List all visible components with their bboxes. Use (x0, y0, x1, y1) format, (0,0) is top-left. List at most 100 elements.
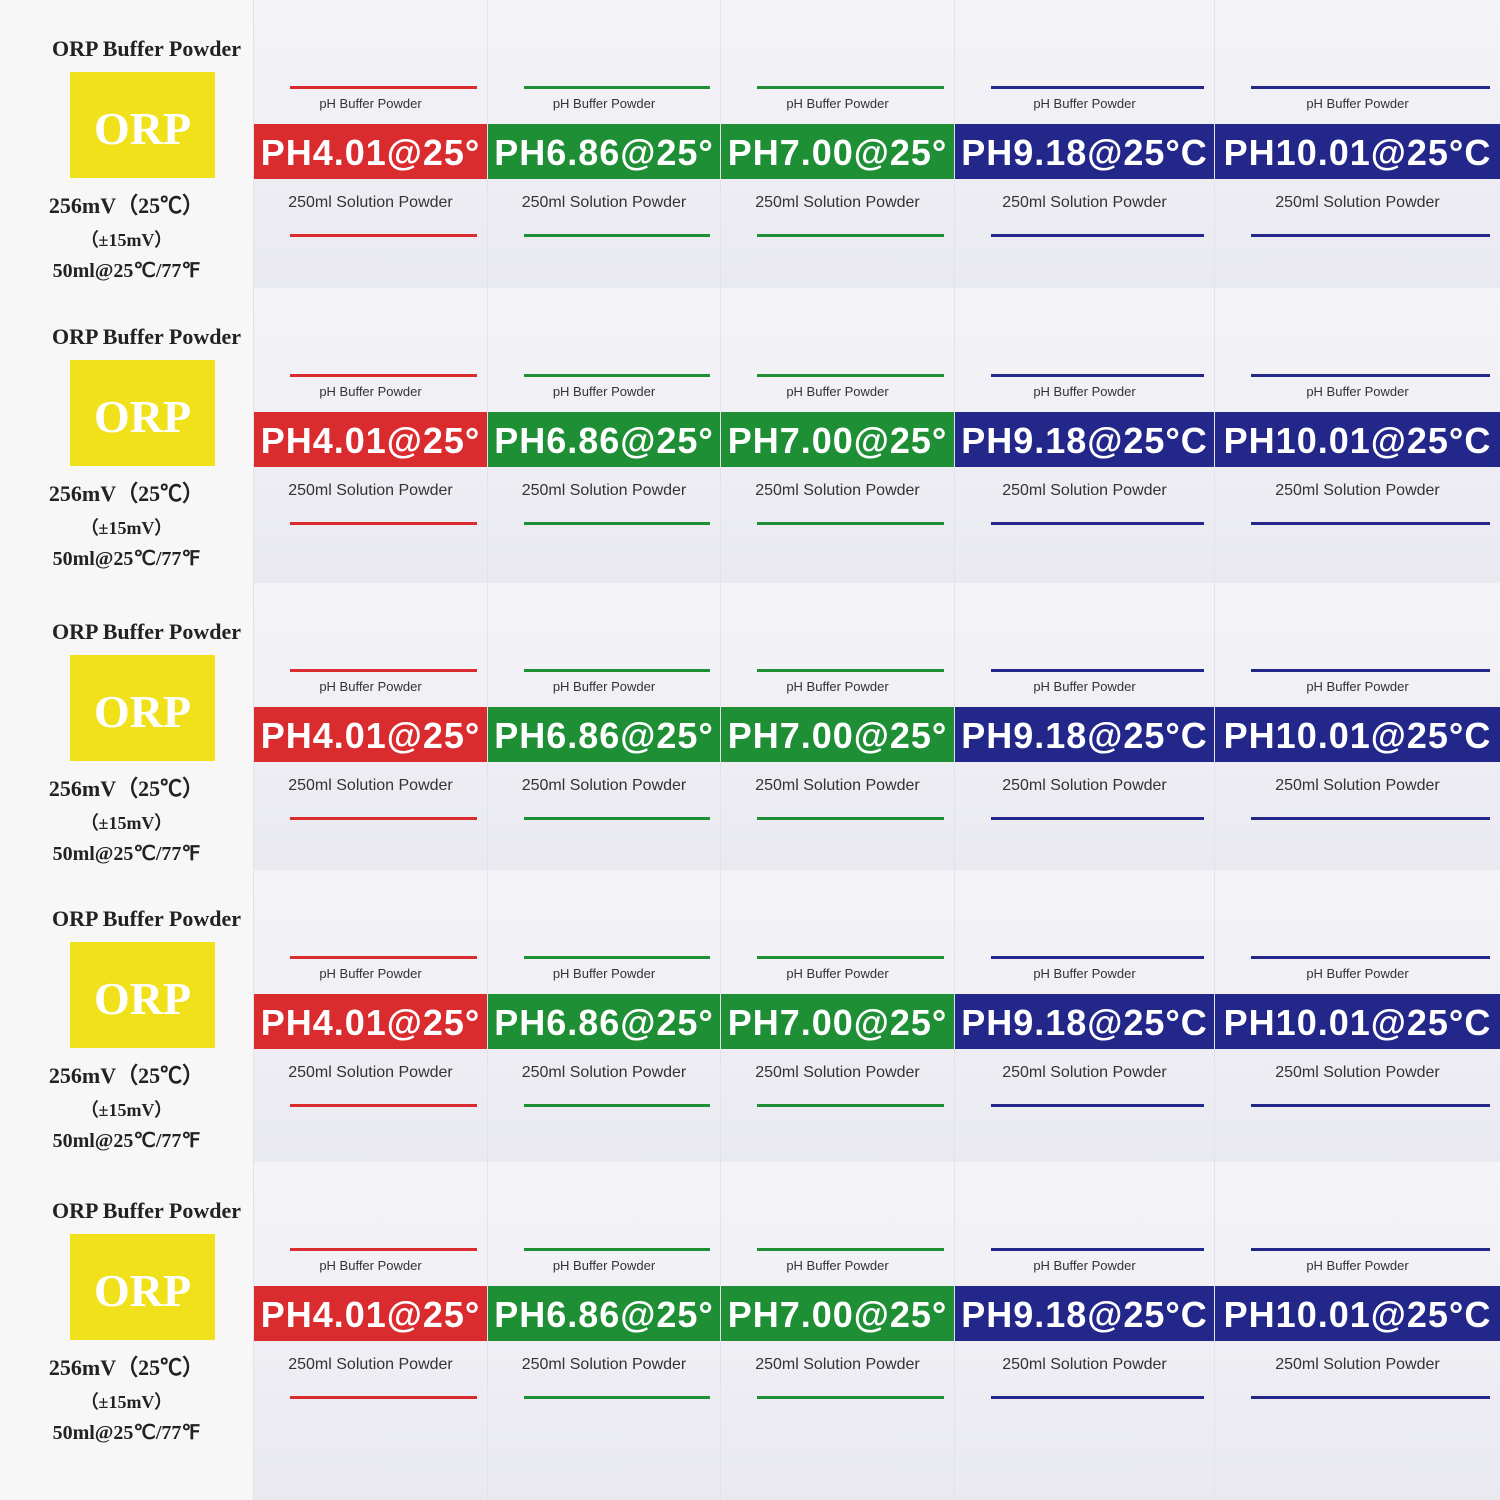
top-rule (1251, 86, 1490, 89)
orp-packet: ORP Buffer Powder ORP 256mV（25℃） （±15mV） 50m… (0, 0, 253, 288)
ph-packet: pH Buffer Powder PH4.01@25° 250ml Solution… (253, 1162, 487, 1500)
top-rule (290, 1248, 477, 1251)
bottom-rule (1251, 1104, 1490, 1107)
ph-value: PH7.00@25° (727, 420, 948, 461)
top-rule (757, 669, 944, 672)
orp-packet: ORP Buffer Powder ORP 256mV（25℃） （±15mV） 50m… (0, 1162, 253, 1500)
ph-packet: pH Buffer Powder PH9.18@25°C 250ml Solutio… (954, 583, 1214, 870)
bottom-rule (757, 1104, 944, 1107)
ph-value: PH9.18@25°C (961, 1002, 1208, 1043)
ph-packet: pH Buffer Powder PH4.01@25° 250ml Solution… (253, 870, 487, 1162)
bottom-rule (524, 1396, 710, 1399)
packet-label: pH Buffer Powder (552, 1258, 656, 1273)
ph-value: PH4.01@25° (260, 420, 481, 461)
packet-label: pH Buffer Powder (1306, 96, 1409, 111)
packet-label: pH Buffer Powder (552, 679, 656, 694)
orp-badge: ORP (70, 1234, 215, 1340)
ph-value: PH9.18@25°C (961, 420, 1208, 461)
value-band: PH7.00@25° (721, 1286, 954, 1341)
ph-packet: pH Buffer Powder PH9.18@25°C 250ml Solutio… (954, 288, 1214, 583)
ph-packet: pH Buffer Powder PH4.01@25° 250ml Solution… (253, 583, 487, 870)
ph-packet: pH Buffer Powder PH10.01@25°C 250ml Soluti… (1214, 1162, 1500, 1500)
top-rule (1251, 374, 1490, 377)
packet-label: pH Buffer Powder (1033, 1258, 1136, 1273)
value-band: PH7.00@25° (721, 412, 954, 467)
packet-label: pH Buffer Powder (319, 384, 422, 399)
value-band: PH9.18@25°C (955, 412, 1214, 467)
ph-value: PH10.01@25°C (1223, 715, 1492, 756)
packet-label: pH Buffer Powder (786, 679, 889, 694)
bottom-rule (290, 1396, 477, 1399)
value-band: PH9.18@25°C (955, 1286, 1214, 1341)
bottom-rule (290, 1104, 477, 1107)
orp-badge-text: ORP (93, 1265, 192, 1316)
value-band: PH7.00@25° (721, 707, 954, 762)
ph-packet: pH Buffer Powder PH7.00@25° 250ml Solution… (720, 1162, 954, 1500)
top-rule (991, 374, 1204, 377)
ph-value: PH7.00@25° (727, 1294, 948, 1335)
ph-packet: pH Buffer Powder PH9.18@25°C 250ml Solutio… (954, 0, 1214, 288)
ph-packet: pH Buffer Powder PH7.00@25° 250ml Solution… (720, 583, 954, 870)
ph-value: PH10.01@25°C (1223, 420, 1492, 461)
ph-value: PH10.01@25°C (1223, 1002, 1492, 1043)
ph-packet: pH Buffer Powder PH6.86@25° 250ml Solution… (487, 1162, 720, 1500)
ph-packet: pH Buffer Powder PH6.86@25° 250ml Solution… (487, 0, 720, 288)
value-band: PH4.01@25° (254, 1286, 487, 1341)
packet-note: 250ml Solution Powder (288, 1064, 453, 1081)
orp-tolerance: （±15mV） (80, 518, 173, 538)
ph-value: PH7.00@25° (727, 1002, 948, 1043)
orp-title: ORP Buffer Powder (51, 324, 241, 349)
top-rule (757, 956, 944, 959)
orp-badge-text: ORP (93, 973, 192, 1024)
ph-value: PH9.18@25°C (961, 1294, 1208, 1335)
packet-note: 250ml Solution Powder (755, 1356, 920, 1373)
packet-note: 250ml Solution Powder (1275, 482, 1440, 499)
top-rule (524, 956, 710, 959)
ph-packet: pH Buffer Powder PH7.00@25° 250ml Solution… (720, 870, 954, 1162)
value-band: PH10.01@25°C (1215, 994, 1500, 1049)
packet-note: 250ml Solution Powder (1275, 1356, 1440, 1373)
bottom-rule (290, 817, 477, 820)
top-rule (524, 86, 710, 89)
orp-volume: 50ml@25℃/77℉ (52, 1422, 201, 1444)
bottom-rule (757, 234, 944, 237)
orp-potential: 256mV（25℃） (48, 1355, 205, 1380)
ph-value: PH6.86@25° (494, 132, 714, 173)
packet-note: 250ml Solution Powder (288, 1356, 453, 1373)
top-rule (991, 1248, 1204, 1251)
ph-packet: pH Buffer Powder PH10.01@25°C 250ml Soluti… (1214, 288, 1500, 583)
ph-packet: pH Buffer Powder PH10.01@25°C 250ml Soluti… (1214, 870, 1500, 1162)
orp-volume: 50ml@25℃/77℉ (52, 260, 201, 282)
ph-packet: pH Buffer Powder PH7.00@25° 250ml Solution… (720, 288, 954, 583)
bottom-rule (524, 522, 710, 525)
packet-label: pH Buffer Powder (1306, 384, 1409, 399)
packet-note: 250ml Solution Powder (1275, 1064, 1440, 1081)
top-rule (991, 86, 1204, 89)
value-band: PH9.18@25°C (955, 707, 1214, 762)
packet-label: pH Buffer Powder (319, 1258, 422, 1273)
value-band: PH6.86@25° (488, 1286, 720, 1341)
value-band: PH7.00@25° (721, 994, 954, 1049)
packet-label: pH Buffer Powder (552, 384, 656, 399)
packet-label: pH Buffer Powder (1306, 966, 1409, 981)
orp-packet: ORP Buffer Powder ORP 256mV（25℃） （±15mV） 50m… (0, 583, 253, 870)
top-rule (757, 86, 944, 89)
packet-label: pH Buffer Powder (786, 384, 889, 399)
bottom-rule (1251, 522, 1490, 525)
orp-potential: 256mV（25℃） (48, 481, 205, 506)
ph-packet: pH Buffer Powder PH7.00@25° 250ml Solution… (720, 0, 954, 288)
value-band: PH6.86@25° (488, 994, 720, 1049)
orp-badge: ORP (70, 360, 215, 466)
orp-tolerance: （±15mV） (80, 230, 173, 250)
bottom-rule (991, 522, 1204, 525)
top-rule (290, 669, 477, 672)
value-band: PH7.00@25° (721, 124, 954, 179)
orp-title: ORP Buffer Powder (51, 36, 241, 61)
bottom-rule (1251, 234, 1490, 237)
top-rule (290, 86, 477, 89)
value-band: PH9.18@25°C (955, 994, 1214, 1049)
packet-note: 250ml Solution Powder (1002, 1356, 1167, 1373)
ph-value: PH6.86@25° (494, 715, 714, 756)
packet-note: 250ml Solution Powder (1002, 1064, 1167, 1081)
orp-badge: ORP (70, 655, 215, 761)
